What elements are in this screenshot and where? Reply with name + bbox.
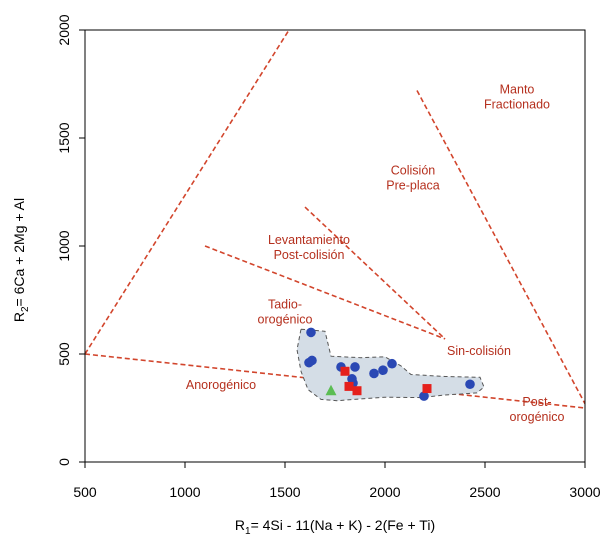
circle-point-12: [419, 391, 429, 401]
region-label-6: Anorogénico: [186, 378, 256, 392]
boundary-line-3: [204, 245, 446, 340]
square-point-3: [352, 386, 362, 396]
region-label-7: Post-orogénico: [510, 395, 565, 424]
region-label-line: Fractionado: [484, 98, 550, 112]
circle-point-11: [465, 379, 475, 390]
region-label-2: Colisión Pre-placa: [386, 164, 440, 193]
region-label-3: Levantamiento Post-colisión: [268, 233, 350, 262]
circle-point-5: [350, 362, 360, 372]
region-labels: Manto Fractionado Colisión Pre-placa Levanta…: [186, 83, 565, 424]
y-axis-label: R2= 6Ca + 2Mg + Al: [11, 198, 31, 322]
x-tick-label: 3000: [569, 484, 600, 500]
region-label-line: Pre-placa: [386, 179, 440, 193]
x-tick-label: 2500: [469, 484, 500, 500]
region-label-5: Sin-colisión: [447, 344, 511, 358]
region-label-line: Sin-colisión: [447, 344, 511, 358]
x-axis: 500 1000 1500 2000 2500 3000: [73, 462, 601, 500]
circle-point-9: [378, 365, 388, 376]
square-point-2: [344, 381, 354, 391]
y-tick-label: 2000: [56, 14, 72, 45]
boundary-line-1: [85, 30, 290, 355]
square-point-4: [422, 384, 432, 394]
y-tick-label: 1000: [56, 230, 72, 261]
y-axis-label-sub: 2: [20, 306, 31, 312]
boundary-line-5: [416, 90, 585, 405]
y-tick-label: 500: [56, 342, 72, 366]
region-label-line: Post-: [522, 395, 551, 409]
region-label-line: Post-colisión: [274, 248, 345, 262]
y-tick-label: 1500: [56, 122, 72, 153]
region-label-line: Colisión: [391, 164, 436, 178]
region-label-line: Manto: [500, 83, 535, 97]
y-axis-label-post: = 6Ca + 2Mg + Al: [11, 198, 27, 307]
y-axis-label-pre: R: [11, 312, 27, 322]
x-axis-label: R1= 4Si - 11(Na + K) - 2(Fe + Ti): [235, 517, 435, 537]
region-label-line: Tadio-: [268, 298, 302, 312]
x-tick-label: 2000: [369, 484, 400, 500]
region-label-line: orogénico: [258, 313, 313, 327]
x-tick-label: 500: [73, 484, 97, 500]
boundary-line-4: [304, 206, 446, 340]
circle-point-8: [369, 368, 379, 379]
y-tick-label: 0: [56, 458, 72, 466]
points-layer: [304, 327, 475, 401]
region-label-4: Tadio-orogénico: [258, 298, 313, 327]
circle-point-3: [307, 355, 317, 366]
x-axis-label-sub: 1: [245, 526, 251, 537]
y-axis: 0 500 1000 1500 2000: [56, 14, 85, 466]
square-point-1: [340, 366, 350, 376]
x-tick-label: 1000: [169, 484, 200, 500]
region-label-line: Anorogénico: [186, 378, 256, 392]
triangle-point-1: [325, 384, 337, 396]
region-label-line: orogénico: [510, 410, 565, 424]
region-label-1: Manto Fractionado: [484, 83, 550, 112]
x-axis-label-post: = 4Si - 11(Na + K) - 2(Fe + Ti): [251, 517, 436, 533]
x-axis-label-pre: R: [235, 517, 245, 533]
x-tick-label: 1500: [269, 484, 300, 500]
circle-point-1: [306, 327, 316, 338]
circle-point-10: [387, 358, 397, 369]
region-label-line: Levantamiento: [268, 233, 350, 247]
